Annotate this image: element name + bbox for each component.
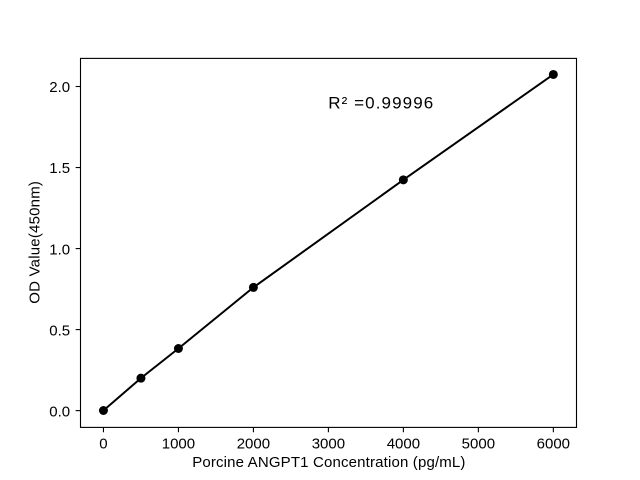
svg-text:2000: 2000: [237, 435, 270, 452]
svg-text:R² =0.99996: R² =0.99996: [328, 93, 434, 112]
svg-text:5000: 5000: [462, 435, 495, 452]
svg-text:3000: 3000: [312, 435, 345, 452]
svg-text:1.5: 1.5: [49, 160, 70, 177]
svg-text:Porcine ANGPT1 Concentration (: Porcine ANGPT1 Concentration (pg/mL): [192, 454, 465, 471]
svg-text:0.5: 0.5: [49, 322, 70, 339]
svg-text:1000: 1000: [162, 435, 195, 452]
svg-text:4000: 4000: [387, 435, 420, 452]
svg-text:0: 0: [99, 435, 107, 452]
svg-text:OD Value(450nm): OD Value(450nm): [27, 181, 44, 304]
svg-text:1.0: 1.0: [49, 241, 70, 258]
svg-text:0.0: 0.0: [49, 403, 70, 420]
svg-text:6000: 6000: [537, 435, 570, 452]
svg-text:2.0: 2.0: [49, 79, 70, 96]
